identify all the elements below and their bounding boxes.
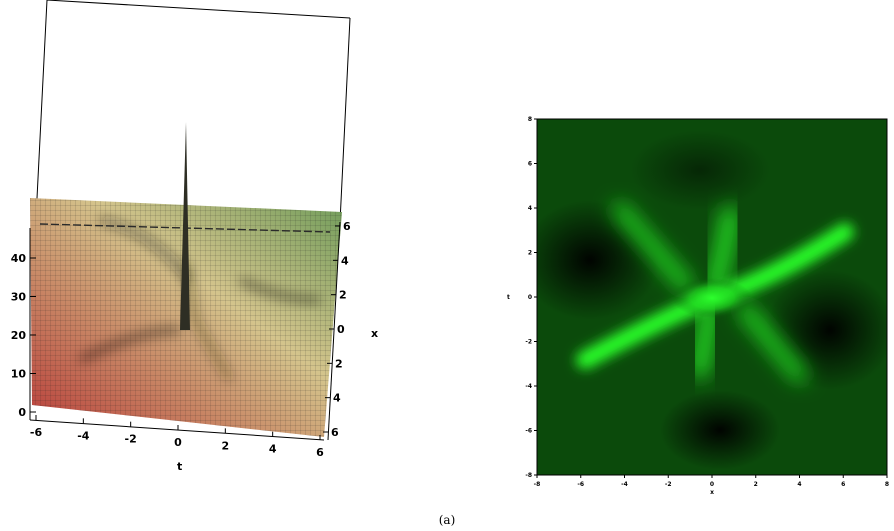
heatmap-y-axis-title: t	[507, 294, 510, 301]
surface-x-axis-title: t	[177, 460, 182, 473]
heatmap-y-tick-label: 8	[528, 116, 532, 123]
heatmap-x-tick-label: 6	[841, 481, 845, 488]
y-axis-line	[327, 221, 341, 441]
surface-x-tick-label: -2	[125, 433, 137, 446]
heatmap-x-tick-label: 0	[710, 481, 714, 488]
surface-y-tick-label: 4	[333, 392, 341, 405]
heatmap-center-glow	[672, 278, 752, 318]
surface-y-tick-label: 4	[341, 254, 349, 267]
heatmap-x-tick-label: -6	[577, 481, 584, 488]
surface-z-tick-label: 40	[11, 252, 27, 265]
surface-y-tick-label: 6	[343, 220, 351, 233]
heatmap-x-tick-label: 8	[885, 481, 889, 488]
surface-x-tick-label: 2	[222, 439, 230, 452]
heatmap-dark-region-top	[630, 130, 770, 210]
surface-y-tick-label: 6	[331, 426, 339, 439]
heatmap-y-tick-label: 0	[528, 294, 532, 301]
heatmap-y-tick-label: -6	[525, 428, 532, 435]
heatmap-dark-region-upper-left	[537, 200, 660, 320]
surface-valley-lower-left	[78, 327, 181, 363]
heatmap-lobe-lower-center	[692, 302, 718, 378]
heatmap-y-tick-label: 4	[528, 205, 532, 212]
heatmap-x-tick-label: -2	[665, 481, 672, 488]
surface-z-tick-label: 30	[11, 291, 27, 304]
surface-y-tick-label: 0	[337, 323, 345, 336]
heatmap-x-tick-label: 2	[754, 481, 758, 488]
surface-x-tick-label: -6	[30, 426, 43, 439]
surface-z-tick-label: 0	[18, 406, 26, 419]
figure-caption: (a)	[438, 513, 456, 527]
surface-x-tick-label: 0	[174, 436, 182, 449]
surface-x-tick-label: 6	[316, 446, 324, 459]
surface-peak	[180, 122, 190, 330]
heatmap-lobe-upper-left	[613, 203, 693, 292]
surface-z-tick-label: 10	[11, 368, 27, 381]
surface-valley-upper-right	[238, 277, 321, 303]
x-axis-line	[29, 419, 325, 441]
heatmap-x-tick-label: -4	[621, 481, 628, 488]
heatmap-x-tick-label: 4	[797, 481, 801, 488]
density-plot: -8 -6 -4 -2 0 2 4 6 8 8 6 4 2 0 -2 -4 -6 -8 x t	[507, 116, 889, 496]
heatmap-y-tick-label: -4	[525, 383, 532, 390]
heatmap-dark-region-right	[765, 270, 887, 390]
heatmap-lobe-lower-right	[738, 303, 807, 382]
heatmap-y-tick-label: 2	[528, 250, 532, 257]
surface-y-tick-label: 2	[335, 357, 343, 370]
heatmap-x-axis-title: x	[710, 489, 714, 496]
surface-x-tick-label: 4	[269, 443, 277, 456]
heatmap-x-tick-label: -8	[534, 481, 541, 488]
bounding-box-frame	[35, 0, 351, 223]
surface-valley-upper-left	[99, 217, 193, 282]
surface-y-axis-title: x	[371, 327, 378, 340]
heatmap-y-tick-label: -8	[525, 472, 532, 479]
heatmap-y-tick-label: -2	[525, 339, 532, 346]
heatmap-dark-region-bottom	[660, 390, 780, 470]
heatmap-y-tick-label: 6	[528, 161, 532, 168]
surface-y-tick-label: 2	[339, 289, 347, 302]
surface-x-tick-label: -4	[77, 429, 90, 442]
surface-z-tick-label: 20	[11, 329, 27, 342]
